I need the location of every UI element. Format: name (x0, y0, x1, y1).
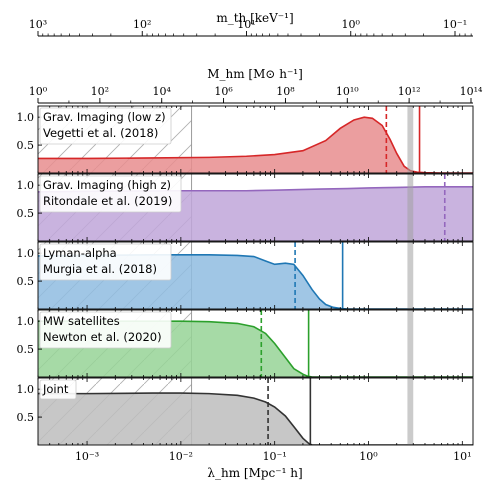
mth-tick-label: 10⁰ (342, 18, 361, 31)
mhm-tick-label: 10¹⁴ (460, 85, 483, 98)
bottom-axis: 10⁻³ 10⁻² 10⁻¹ 10⁰ 10¹ λ_hm [Mpc⁻¹ h] (75, 450, 472, 480)
panel: 0.5 1.0 Joint (17, 377, 474, 446)
panels: 0.5 1.0 Grav. Imaging (low z) Vegetti et al… (17, 105, 474, 446)
mth-tick-label: 10² (133, 18, 151, 31)
posterior-line (38, 116, 473, 173)
y-tick-label: 1.0 (17, 111, 35, 124)
panel: 0.5 1.0 Lyman-alpha Murgia et al. (2018) (17, 241, 474, 310)
y-tick-label: 0.5 (17, 139, 35, 152)
panel: 0.5 1.0 Grav. Imaging (high z) Ritondale et… (17, 173, 474, 242)
panel-frame (37, 105, 474, 174)
panel-frame (37, 241, 474, 310)
y-tick-label: 1.0 (17, 383, 35, 396)
panel-label: MW satellites (43, 314, 120, 328)
posterior-line (38, 392, 473, 445)
y-tick-label: 1.0 (17, 179, 35, 192)
panel-label: Lyman-alpha (43, 246, 117, 260)
y-tick-label: 0.5 (17, 343, 35, 356)
x-tick-label: 10⁻³ (75, 450, 99, 463)
posterior-fill (38, 117, 473, 173)
panel-reference: Newton et al. (2020) (43, 330, 162, 344)
panel: 0.5 1.0 MW satellites Newton et al. (2020) (17, 309, 474, 378)
panel-legend-box (39, 311, 172, 349)
mhm-tick-label: 10⁴ (153, 85, 172, 98)
panel-frame (37, 173, 474, 242)
mhm-tick-label: 10¹² (398, 85, 421, 98)
x-axis-title: λ_hm [Mpc⁻¹ h] (207, 466, 302, 480)
posterior-fill (38, 393, 473, 445)
panel-reference: Murgia et al. (2018) (43, 262, 157, 276)
x-tick-label: 10¹ (453, 450, 471, 463)
mth-tick-label: 10⁻¹ (443, 18, 467, 31)
panel-legend-box (39, 107, 172, 145)
posterior-line (38, 254, 473, 309)
y-tick-label: 0.5 (17, 207, 35, 220)
mhm-tick-label: 10² (91, 85, 109, 98)
gray-band (407, 174, 414, 241)
gray-band (407, 378, 414, 445)
panel-label: Joint (42, 382, 69, 396)
panel-reference: Vegetti et al. (2018) (43, 126, 158, 140)
y-tick-label: 0.5 (17, 411, 35, 424)
gray-band (407, 242, 414, 309)
y-tick-label: 1.0 (17, 315, 35, 328)
panel: 0.5 1.0 Grav. Imaging (low z) Vegetti et al… (17, 105, 474, 174)
panel-legend-box (39, 175, 182, 213)
panel-label: Grav. Imaging (high z) (43, 178, 171, 192)
mhm-tick-label: 10⁶ (214, 85, 233, 98)
panel-label: Grav. Imaging (low z) (43, 110, 166, 124)
top-axes: 10³ 10² 10¹ 10⁰ 10⁻¹ m_th [keV⁻¹] 10⁰ 10² 10⁴ 10⁶… (29, 11, 483, 104)
panel-frame (37, 309, 474, 378)
mth-tick-label: 10¹ (237, 18, 255, 31)
panel-reference: Ritondale et al. (2019) (43, 194, 172, 208)
x-tick-label: 10⁻¹ (263, 450, 287, 463)
panel-legend-box (39, 243, 172, 281)
mhm-tick-label: 10¹⁰ (336, 85, 359, 98)
y-tick-label: 0.5 (17, 275, 35, 288)
x-tick-label: 10⁰ (359, 450, 378, 463)
mhm-axis-title: M_hm [M⊙ h⁻¹] (207, 67, 303, 81)
gray-band (407, 310, 414, 377)
x-tick-label: 10⁻² (169, 450, 193, 463)
panel-frame (37, 377, 474, 446)
mth-axis-title: m_th [keV⁻¹] (216, 11, 293, 25)
mhm-tick-label: 10⁰ (29, 85, 48, 98)
panel-plot-area (38, 378, 473, 445)
mhm-tick-label: 10⁸ (276, 85, 295, 98)
panel-legend-box (39, 379, 77, 400)
gray-band (407, 106, 414, 173)
y-tick-label: 1.0 (17, 247, 35, 260)
mth-tick-label: 10³ (29, 18, 47, 31)
